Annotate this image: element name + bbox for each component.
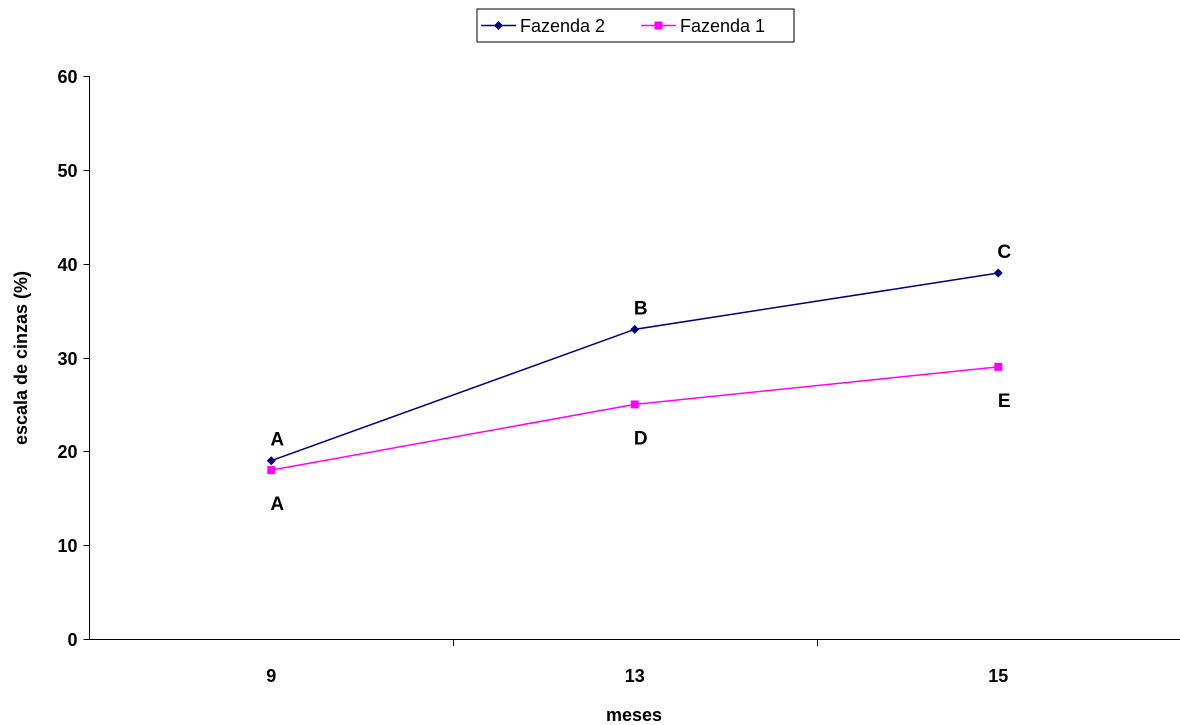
data-point [630, 400, 639, 409]
x-tick-label: 9 [266, 666, 276, 686]
y-ticks: 0 10 20 30 40 50 60 [57, 67, 90, 650]
series-line [271, 366, 999, 471]
legend-item-fazenda-1: Fazenda 1 [641, 16, 765, 36]
data-label: C [997, 242, 1011, 263]
data-point [994, 362, 1003, 371]
y-tick-label: 30 [57, 349, 77, 369]
data-point [267, 466, 276, 475]
data-label: D [634, 428, 648, 449]
x-tick-label: 13 [625, 666, 645, 686]
y-tick-label: 0 [67, 630, 77, 650]
y-tick-label: 40 [57, 255, 77, 275]
x-tick-label: 15 [988, 666, 1008, 686]
plot-area: A B C A D E [266, 242, 1011, 515]
data-point [266, 456, 276, 466]
y-tick-label: 50 [57, 161, 77, 181]
legend: Fazenda 2 Fazenda 1 [476, 8, 795, 43]
data-label: A [270, 430, 284, 451]
y-tick-label: 60 [57, 67, 77, 87]
data-point [993, 268, 1003, 278]
legend-item-fazenda-2: Fazenda 2 [481, 16, 605, 36]
legend-label-fazenda-2: Fazenda 2 [520, 16, 605, 36]
x-axis-title: meses [606, 705, 662, 725]
data-point [630, 324, 640, 334]
legend-label-fazenda-1: Fazenda 1 [680, 16, 765, 36]
legend-box [476, 8, 795, 43]
y-tick-label: 10 [57, 536, 77, 556]
series-fazenda-2: A B C [266, 242, 1011, 466]
y-axis-title: escala de cinzas (%) [11, 271, 31, 445]
data-label: A [270, 494, 284, 515]
series-fazenda-1: A D E [267, 362, 1011, 515]
data-label: E [998, 391, 1011, 412]
axes: 0 10 20 30 40 50 60 9 13 15 [57, 67, 1180, 686]
data-label: B [634, 298, 648, 319]
x-ticks: 9 13 15 [266, 639, 1008, 686]
y-tick-label: 20 [57, 442, 77, 462]
